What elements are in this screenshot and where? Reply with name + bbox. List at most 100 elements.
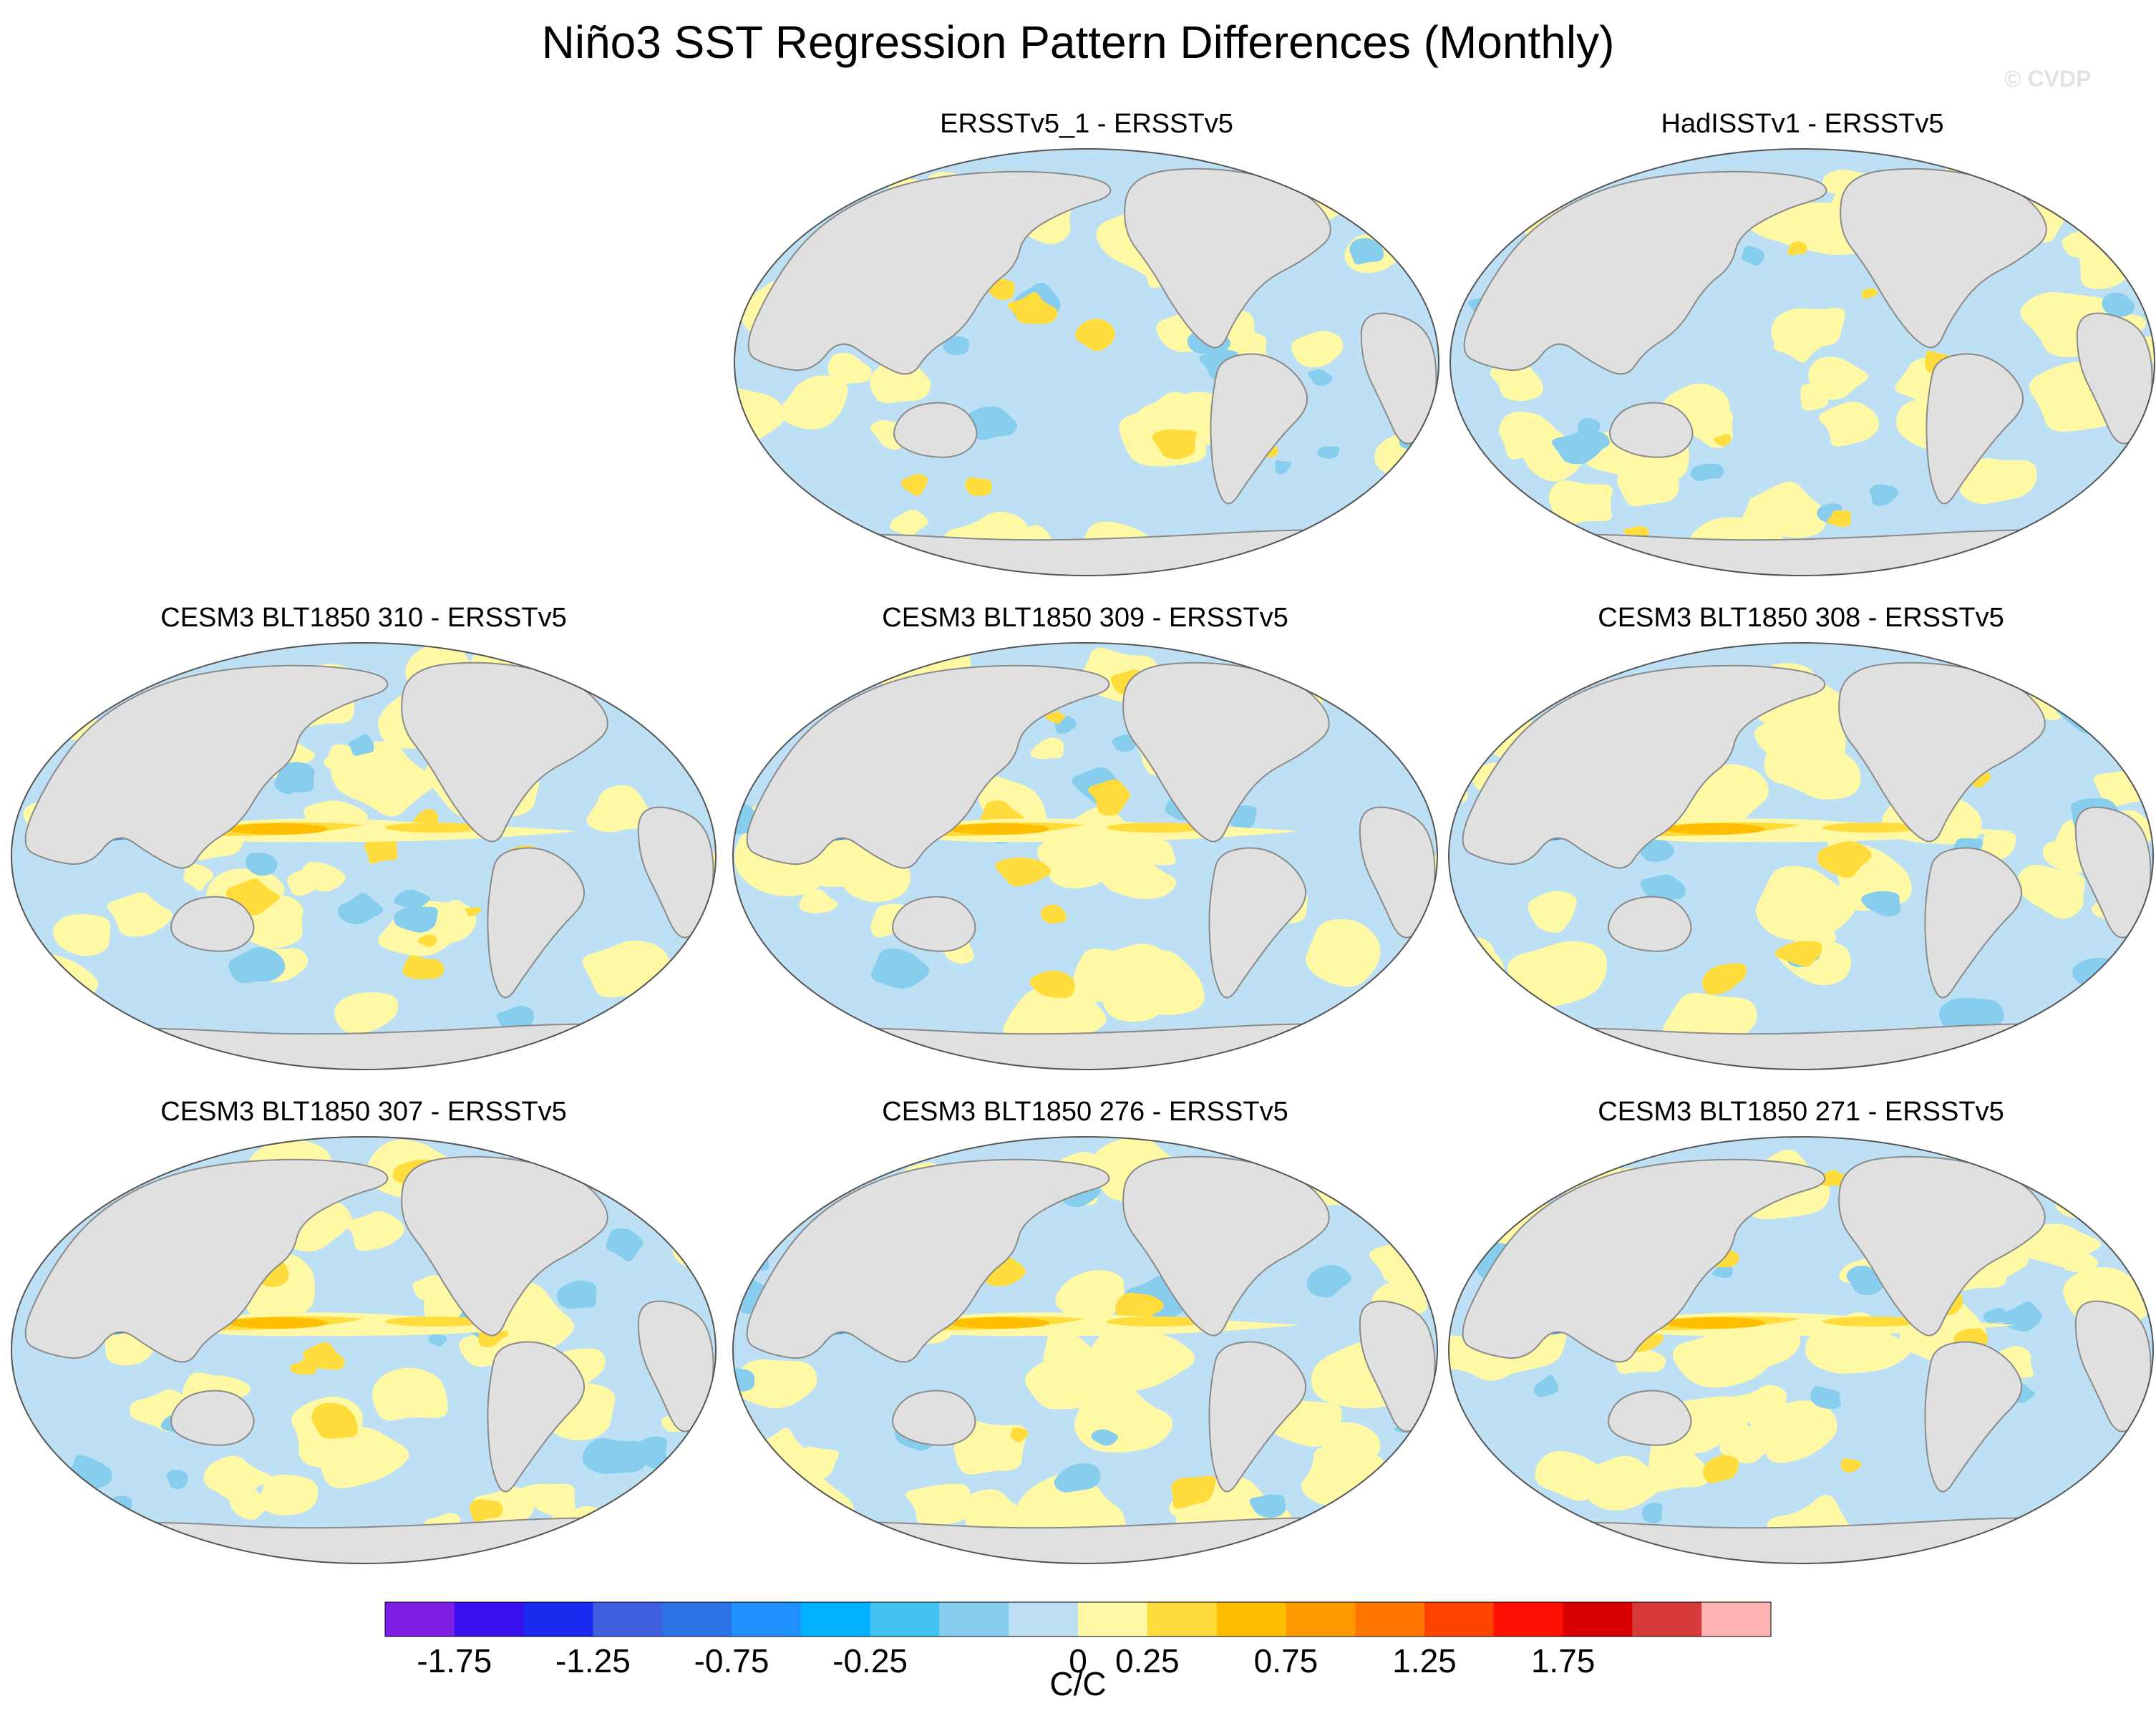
map-panel-p4: CESM3 BLT1850 309 - ERSSTv5 — [727, 600, 1443, 1072]
map-panel-p1: ERSSTv5_1 - ERSSTv5 — [729, 106, 1444, 578]
colorbar-tick-label: 0.75 — [1253, 1642, 1319, 1679]
land-namerica — [1840, 168, 2047, 349]
map-outline — [732, 642, 1438, 1070]
panel-title: CESM3 BLT1850 308 - ERSSTv5 — [1598, 603, 2004, 633]
map-outline — [11, 642, 717, 1070]
map-panel-p8: CESM3 BLT1850 271 - ERSSTv5 — [1443, 1094, 2156, 1566]
world-map — [1450, 148, 2155, 576]
land-namerica — [1124, 168, 1331, 349]
colorbar-tick-label: -0.25 — [832, 1642, 908, 1679]
land-australia — [1608, 896, 1692, 952]
land-australia — [892, 896, 976, 952]
land-samerica — [1210, 353, 1308, 505]
colorbar-swatch — [1216, 1602, 1286, 1637]
land-masses — [733, 1149, 1437, 1563]
land-namerica — [1838, 661, 2046, 843]
land-eurasia — [746, 664, 1110, 869]
colorbar-swatch — [1078, 1602, 1148, 1637]
colorbar-swatch — [1009, 1602, 1079, 1637]
world-map — [11, 642, 717, 1070]
colorbar-tick-label: 0.25 — [1115, 1642, 1180, 1679]
colorbar-tick-label: 0 — [1069, 1642, 1087, 1679]
land-samerica — [1208, 847, 1306, 999]
map-outline — [732, 1136, 1438, 1564]
map-panel-p5: CESM3 BLT1850 308 - ERSSTv5 — [1443, 600, 2156, 1072]
world-map — [732, 1136, 1438, 1564]
colorbar-frame — [384, 1601, 1772, 1637]
watermark: © CVDP — [2004, 66, 2092, 92]
land-masses — [1449, 655, 2153, 1070]
figure-title: Niño3 SST Regression Pattern Differences… — [541, 16, 1615, 68]
panel-title: CESM3 BLT1850 307 - ERSSTv5 — [160, 1097, 567, 1127]
world-map — [734, 148, 1439, 576]
panel-title: HadISSTv1 - ERSSTv5 — [1661, 109, 1944, 139]
land-samerica — [1924, 847, 2022, 999]
land-namerica — [1122, 661, 1330, 843]
colorbar-swatch — [1286, 1602, 1356, 1637]
map-outline — [1448, 1136, 2154, 1564]
map-outline — [1450, 148, 2155, 576]
land-australia — [893, 402, 978, 458]
colorbar-swatch — [1701, 1602, 1772, 1637]
panel-title: CESM3 BLT1850 276 - ERSSTv5 — [882, 1097, 1288, 1127]
land-samerica — [487, 1341, 585, 1493]
colorbar-swatch — [385, 1602, 455, 1637]
land-namerica — [401, 661, 608, 843]
colorbar-swatch — [800, 1602, 871, 1637]
colorbar-swatch — [870, 1602, 940, 1637]
land-eurasia — [1462, 1158, 1826, 1363]
world-map — [11, 1136, 717, 1564]
land-samerica — [1924, 1341, 2022, 1493]
colorbar-swatch — [1147, 1602, 1218, 1637]
colorbar-swatch — [1424, 1602, 1495, 1637]
land-samerica — [487, 847, 585, 999]
colorbar-swatch — [662, 1602, 732, 1637]
colorbar-swatch — [939, 1602, 1009, 1637]
panel-title: CESM3 BLT1850 309 - ERSSTv5 — [882, 603, 1288, 633]
land-samerica — [1208, 1341, 1306, 1493]
land-namerica — [401, 1155, 608, 1337]
map-panel-p7: CESM3 BLT1850 276 - ERSSTv5 — [727, 1094, 1443, 1566]
colorbar-tick-label: 1.25 — [1392, 1642, 1457, 1679]
land-eurasia — [746, 1158, 1110, 1363]
panel-title: CESM3 BLT1850 271 - ERSSTv5 — [1598, 1097, 2004, 1127]
colorbar-swatch — [1563, 1602, 1633, 1637]
land-eurasia — [24, 1158, 389, 1363]
colorbar-tick-label: -1.75 — [417, 1642, 492, 1679]
land-australia — [892, 1390, 976, 1446]
colorbar-swatch — [523, 1602, 593, 1637]
panel-title: CESM3 BLT1850 310 - ERSSTv5 — [160, 603, 567, 633]
colorbar-swatch — [1355, 1602, 1425, 1637]
colorbar-swatch — [1632, 1602, 1702, 1637]
map-outline — [11, 1136, 717, 1564]
world-map — [1448, 642, 2154, 1070]
colorbar-tick-label: 1.75 — [1530, 1642, 1596, 1679]
map-outline — [1448, 642, 2154, 1070]
colorbar-swatch — [1493, 1602, 1564, 1637]
map-panel-p3: CESM3 BLT1850 310 - ERSSTv5 — [6, 600, 722, 1072]
land-australia — [170, 1390, 255, 1446]
land-australia — [170, 896, 255, 952]
colorbar-swatch — [454, 1602, 525, 1637]
colorbar-swatch — [593, 1602, 663, 1637]
colorbar-tick-label: -1.25 — [555, 1642, 631, 1679]
colorbar-swatch — [732, 1602, 802, 1637]
land-eurasia — [24, 664, 389, 869]
world-map — [1448, 1136, 2154, 1564]
land-eurasia — [1462, 664, 1826, 869]
colorbar-tick-label: -0.75 — [694, 1642, 769, 1679]
land-eurasia — [1463, 170, 1827, 375]
land-masses — [11, 655, 716, 1070]
land-namerica — [1838, 1155, 2046, 1337]
land-masses — [1449, 1149, 2153, 1563]
land-australia — [1609, 402, 1694, 458]
map-panel-p6: CESM3 BLT1850 307 - ERSSTv5 — [6, 1094, 722, 1566]
land-australia — [1608, 1390, 1692, 1446]
land-masses — [11, 1149, 716, 1563]
land-namerica — [1122, 1155, 1330, 1337]
land-samerica — [1926, 353, 2024, 505]
map-panel-p2: HadISSTv1 - ERSSTv5 — [1444, 106, 2156, 578]
colorbar-unit: C/C — [1049, 1665, 1107, 1702]
world-map — [732, 642, 1438, 1070]
